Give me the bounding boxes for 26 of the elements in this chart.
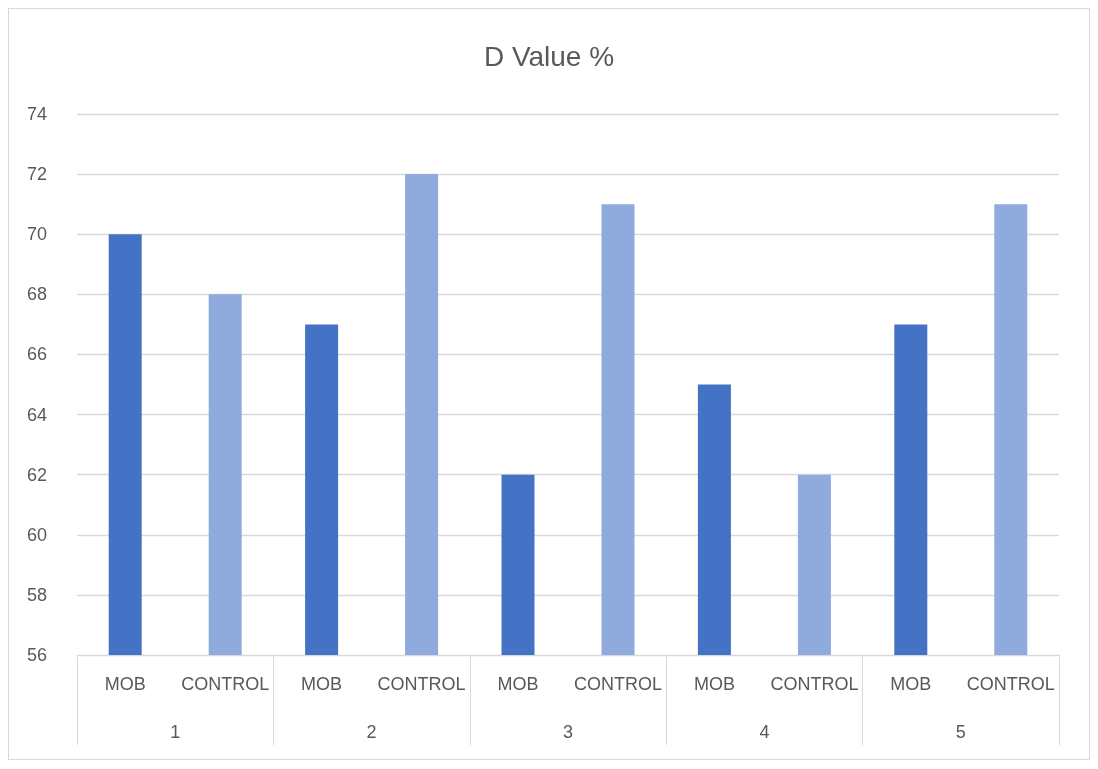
text: MOB <box>693 674 735 694</box>
y-tick-label: 70 <box>26 224 47 245</box>
y-tick-label: 62 <box>26 464 47 485</box>
chart-title: D Value % <box>483 40 615 72</box>
x-tick-label: 2 <box>366 722 377 742</box>
x-tick-label: 3 <box>562 722 574 742</box>
text: CONTROL <box>573 674 662 694</box>
y-tick-label: 56 <box>26 645 47 665</box>
y-tick-label: 64 <box>26 404 47 425</box>
text: CONTROL <box>966 674 1055 694</box>
text: MOB <box>497 674 539 694</box>
text: MOB <box>104 674 146 694</box>
y-tick-label: 72 <box>26 164 47 185</box>
series-label: CONTROL <box>181 674 270 694</box>
y-tick-label: 74 <box>26 104 47 124</box>
y-tick-label: 58 <box>26 584 47 605</box>
x-tick-label: 5 <box>955 722 966 742</box>
text: MOB <box>890 674 932 694</box>
y-tick-label: 68 <box>26 284 47 305</box>
y-tick-label: 66 <box>26 344 47 365</box>
x-tick-label: 4 <box>759 722 770 742</box>
text: CONTROL <box>377 674 466 694</box>
y-tick-label: 60 <box>26 524 47 545</box>
x-tick-label: 1 <box>170 722 181 742</box>
text: CONTROL <box>770 674 859 694</box>
series-label: MOB <box>301 674 343 694</box>
